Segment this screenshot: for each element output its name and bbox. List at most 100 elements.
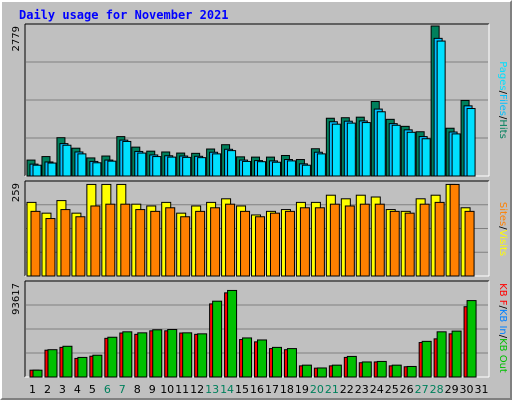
bar-kb-out — [92, 354, 103, 378]
x-tick-label: 9 — [149, 383, 156, 396]
bar-pages — [257, 161, 267, 177]
x-tick-label: 3 — [59, 383, 66, 396]
x-tick-label: 22 — [340, 383, 354, 396]
chart-title: Daily usage for November 2021 — [19, 8, 229, 22]
bar-sites — [389, 210, 400, 277]
bar-kb-out — [152, 329, 163, 378]
bar-kb-out — [376, 360, 387, 378]
x-tick-label: 16 — [250, 383, 264, 396]
legend-item: Visits — [497, 230, 508, 257]
x-tick-label: 17 — [265, 383, 279, 396]
bar-pages — [62, 144, 72, 177]
bar-pages — [436, 40, 446, 177]
bar-kb-out — [107, 336, 118, 378]
bar-sites — [374, 203, 385, 277]
legend-item: / — [497, 116, 508, 120]
bar-sites — [255, 216, 266, 277]
bar-kb-out — [361, 361, 372, 378]
x-tick-label: 31 — [475, 383, 489, 396]
bar-sites — [45, 218, 56, 277]
legend-bottom: KB F/KB In/KB Out — [497, 283, 508, 373]
bar-kb-out — [346, 355, 357, 378]
bar-sites — [359, 203, 370, 277]
bar-sites — [299, 207, 310, 277]
bar-pages — [316, 153, 326, 177]
y-max-label: 2779 — [11, 26, 22, 51]
bar-kb-out — [62, 345, 73, 378]
bar-sites — [419, 203, 430, 277]
bar-pages — [182, 156, 192, 177]
bar-sites — [30, 210, 41, 277]
bar-kb-out — [466, 300, 477, 378]
bar-pages — [271, 161, 281, 177]
legend-item: / — [497, 226, 508, 230]
bar-kb-out — [421, 340, 432, 378]
x-tick-label: 8 — [134, 383, 141, 396]
bar-sites — [344, 205, 355, 277]
x-tick-label: 20 — [310, 383, 324, 396]
x-tick-label: 13 — [205, 383, 219, 396]
bar-sites — [240, 210, 251, 277]
bar-kb-out — [271, 346, 282, 378]
legend-item: / — [497, 335, 508, 339]
x-tick-label: 30 — [460, 383, 474, 396]
bar-pages — [227, 150, 237, 177]
bar-sites — [195, 210, 206, 277]
bar-pages — [376, 111, 386, 177]
x-tick-label: 4 — [74, 383, 81, 396]
bar-pages — [406, 131, 416, 177]
bar-pages — [421, 138, 431, 177]
bar-sites — [150, 210, 161, 277]
bar-kb-out — [391, 364, 402, 378]
bar-kb-out — [122, 331, 133, 378]
bar-sites — [434, 201, 445, 277]
bar-pages — [47, 162, 57, 177]
bar-pages — [331, 123, 341, 177]
bar-pages — [466, 108, 476, 177]
bar-kb-out — [212, 300, 223, 378]
bar-pages — [242, 160, 252, 177]
bar-sites — [135, 209, 146, 277]
bar-kb-out — [406, 365, 417, 378]
legend-item: KB Out — [497, 338, 508, 373]
x-tick-label: 7 — [119, 383, 126, 396]
bar-sites — [404, 212, 415, 277]
bar-kb-out — [47, 349, 58, 378]
bar-kb-out — [32, 369, 43, 378]
bar-kb-out — [197, 333, 208, 378]
bar-sites — [75, 216, 86, 277]
x-tick-label: 10 — [160, 383, 174, 396]
legend-item: KB F — [497, 283, 508, 306]
legend-middle: Sites/Visits — [497, 202, 508, 256]
bar-kb-out — [182, 332, 193, 378]
bar-kb-out — [286, 348, 297, 378]
bar-sites — [225, 203, 236, 277]
x-tick-label: 18 — [280, 383, 294, 396]
y-max-label: 93617 — [11, 283, 22, 315]
legend-item: Pages — [497, 61, 508, 90]
legend-top: Pages/Files/Hits — [497, 61, 508, 139]
x-tick-label: 1 — [29, 383, 36, 396]
bar-kb-out — [257, 339, 268, 378]
x-tick-label: 2 — [44, 383, 51, 396]
bar-kb-out — [137, 332, 148, 378]
bar-pages — [212, 153, 222, 177]
x-tick-label: 15 — [235, 383, 249, 396]
bar-sites — [464, 210, 475, 277]
bar-sites — [90, 205, 101, 277]
bar-sites — [105, 203, 116, 277]
bar-sites — [120, 203, 131, 277]
bar-pages — [197, 157, 207, 177]
legend-item: Sites — [497, 202, 508, 226]
bar-pages — [77, 153, 87, 177]
bar-pages — [107, 160, 117, 177]
x-tick-label: 19 — [295, 383, 309, 396]
bar-pages — [152, 156, 162, 177]
legend-item: Files — [497, 94, 508, 116]
legend-item: Hits — [497, 119, 508, 138]
legend-item: / — [497, 91, 508, 95]
bar-kb-out — [436, 331, 447, 378]
bar-kb-out — [301, 364, 312, 378]
bar-pages — [122, 140, 132, 177]
